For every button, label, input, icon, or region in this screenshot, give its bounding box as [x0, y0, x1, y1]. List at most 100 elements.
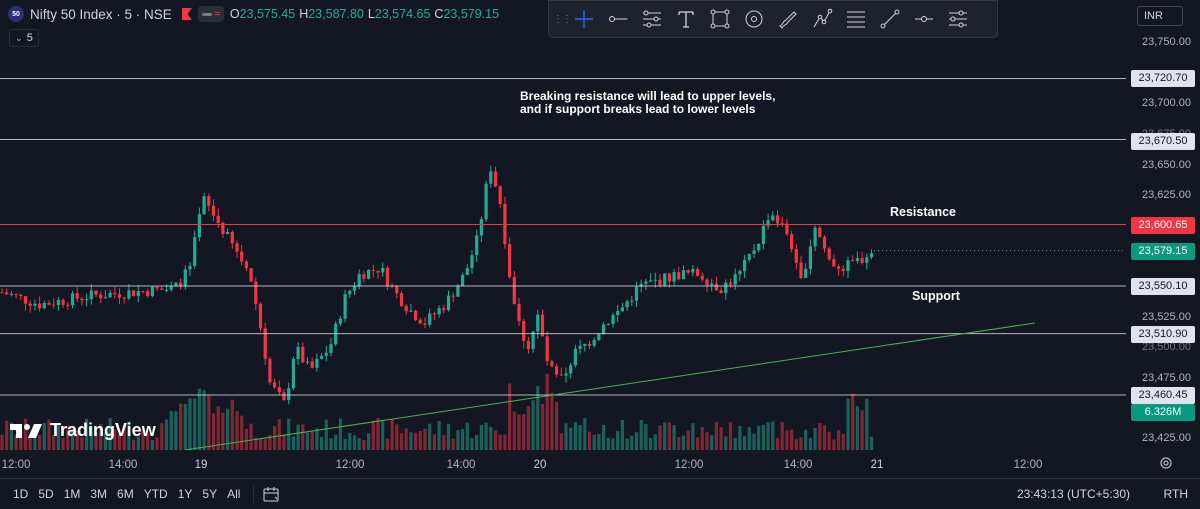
- candle-body: [216, 215, 220, 223]
- volume-bar: [719, 427, 723, 450]
- volume-label[interactable]: 6.326M: [1131, 404, 1195, 421]
- market-status-pill[interactable]: ≈: [197, 6, 224, 22]
- range-tool[interactable]: [941, 4, 975, 34]
- volume-bar: [625, 438, 629, 450]
- candle-body: [367, 269, 371, 279]
- pattern-tool[interactable]: [805, 4, 839, 34]
- range-3m[interactable]: 3M: [90, 487, 108, 501]
- volume-bar: [122, 424, 126, 450]
- parallel-channel-tool[interactable]: [635, 4, 669, 34]
- volume-bar: [559, 433, 563, 450]
- interval-toggle[interactable]: ⌄ 5: [9, 29, 39, 47]
- range-1y[interactable]: 1Y: [177, 487, 193, 501]
- volume-bar: [409, 432, 413, 450]
- wave-icon: ≈: [213, 8, 220, 20]
- time-axis[interactable]: [0, 450, 1126, 478]
- volume-bar: [362, 439, 366, 450]
- candle-body: [19, 294, 23, 297]
- range-all[interactable]: All: [227, 487, 241, 501]
- ohlc-key: H: [299, 7, 309, 21]
- range-5y[interactable]: 5Y: [202, 487, 218, 501]
- rectangle-tool[interactable]: [703, 4, 737, 34]
- price-chart[interactable]: [0, 0, 1126, 450]
- candle-body: [193, 237, 197, 266]
- range-6m[interactable]: 6M: [117, 487, 134, 501]
- level-price-label[interactable]: 23,510.90: [1131, 326, 1195, 343]
- volume-bar: [696, 437, 700, 450]
- level-price-label[interactable]: 23,720.70: [1131, 70, 1195, 87]
- volume-bar: [681, 435, 686, 450]
- volume-bar: [296, 424, 300, 450]
- support-price-label[interactable]: 23,550.10: [1131, 278, 1195, 295]
- support-label[interactable]: Support: [912, 289, 960, 303]
- candle-body: [766, 220, 770, 226]
- target-tool[interactable]: [737, 4, 771, 34]
- candle-body: [296, 346, 300, 359]
- volume-bar: [291, 436, 295, 450]
- volume-bar: [80, 437, 84, 450]
- trend-line-tool[interactable]: [873, 4, 907, 34]
- resistance-price-label[interactable]: 23,600.65: [1131, 217, 1195, 234]
- candle-body: [714, 283, 718, 291]
- level-price-label[interactable]: 23,670.50: [1131, 133, 1195, 150]
- range-5d[interactable]: 5D: [38, 487, 54, 501]
- volume-bar: [536, 386, 540, 450]
- volume-bar: [169, 410, 173, 450]
- volume-bar: [738, 425, 742, 450]
- candle-body: [681, 270, 686, 280]
- candle-body: [207, 196, 211, 206]
- flag-icon[interactable]: [181, 8, 192, 20]
- resistance-label[interactable]: Resistance: [890, 205, 957, 219]
- fib-tool[interactable]: [839, 4, 873, 34]
- currency-select[interactable]: INR: [1137, 6, 1183, 26]
- candle-body: [155, 286, 159, 289]
- candle-body: [150, 286, 154, 297]
- calendar-icon[interactable]: [262, 485, 280, 503]
- tradingview-logo[interactable]: TradingView: [10, 420, 156, 441]
- volume-bar: [418, 430, 422, 450]
- range-1d[interactable]: 1D: [13, 487, 29, 501]
- candle-body: [808, 246, 812, 269]
- text-icon: [678, 11, 694, 28]
- volume-bar: [822, 425, 827, 450]
- chart-pane[interactable]: [0, 0, 1126, 450]
- range-1m[interactable]: 1M: [63, 487, 81, 501]
- candle-body: [738, 271, 742, 275]
- ohlc-key: O: [229, 7, 240, 21]
- chart-note[interactable]: Breaking resistance will lead to upper l…: [520, 90, 775, 116]
- horizontal-ray-tool[interactable]: [601, 4, 635, 34]
- ohlc-value: 23,575.45: [239, 7, 296, 21]
- candle-body: [357, 274, 361, 286]
- trend-line-icon: [880, 9, 900, 29]
- last-price-label[interactable]: 23,579.15: [1131, 243, 1195, 260]
- brush-tool[interactable]: [771, 4, 805, 34]
- volume-bar: [639, 420, 643, 450]
- horizontal-line-tool[interactable]: [907, 4, 941, 34]
- clock[interactable]: 23:43:13 (UTC+5:30): [1016, 487, 1130, 501]
- crosshair-tool[interactable]: [567, 4, 601, 34]
- volume-bar: [230, 399, 234, 450]
- candle-body: [432, 313, 436, 315]
- volume-bar: [470, 438, 474, 450]
- candle-body: [550, 361, 554, 367]
- candle-body: [526, 340, 530, 350]
- volume-bar: [197, 388, 201, 450]
- volume-bar: [522, 414, 526, 450]
- candle-body: [85, 299, 89, 301]
- drag-handle-icon[interactable]: ⋮⋮: [553, 13, 572, 25]
- text-tool[interactable]: [669, 4, 703, 34]
- volume-bar: [555, 401, 559, 450]
- volume-bar: [837, 430, 841, 450]
- gear-icon[interactable]: [1159, 456, 1173, 470]
- volume-bar: [569, 427, 573, 450]
- candle-body: [667, 273, 671, 282]
- volume-bar: [226, 408, 230, 450]
- volume-bar: [414, 432, 418, 450]
- level-price-label[interactable]: 23,460.45: [1131, 387, 1195, 404]
- range-ytd[interactable]: YTD: [143, 487, 168, 501]
- candle-body: [249, 268, 253, 282]
- volume-bar: [395, 424, 399, 450]
- date-tick: 19: [194, 459, 208, 471]
- session-toggle[interactable]: RTH: [1163, 487, 1188, 501]
- symbol-title[interactable]: Nifty 50 Index · 5 · NSE: [30, 6, 172, 22]
